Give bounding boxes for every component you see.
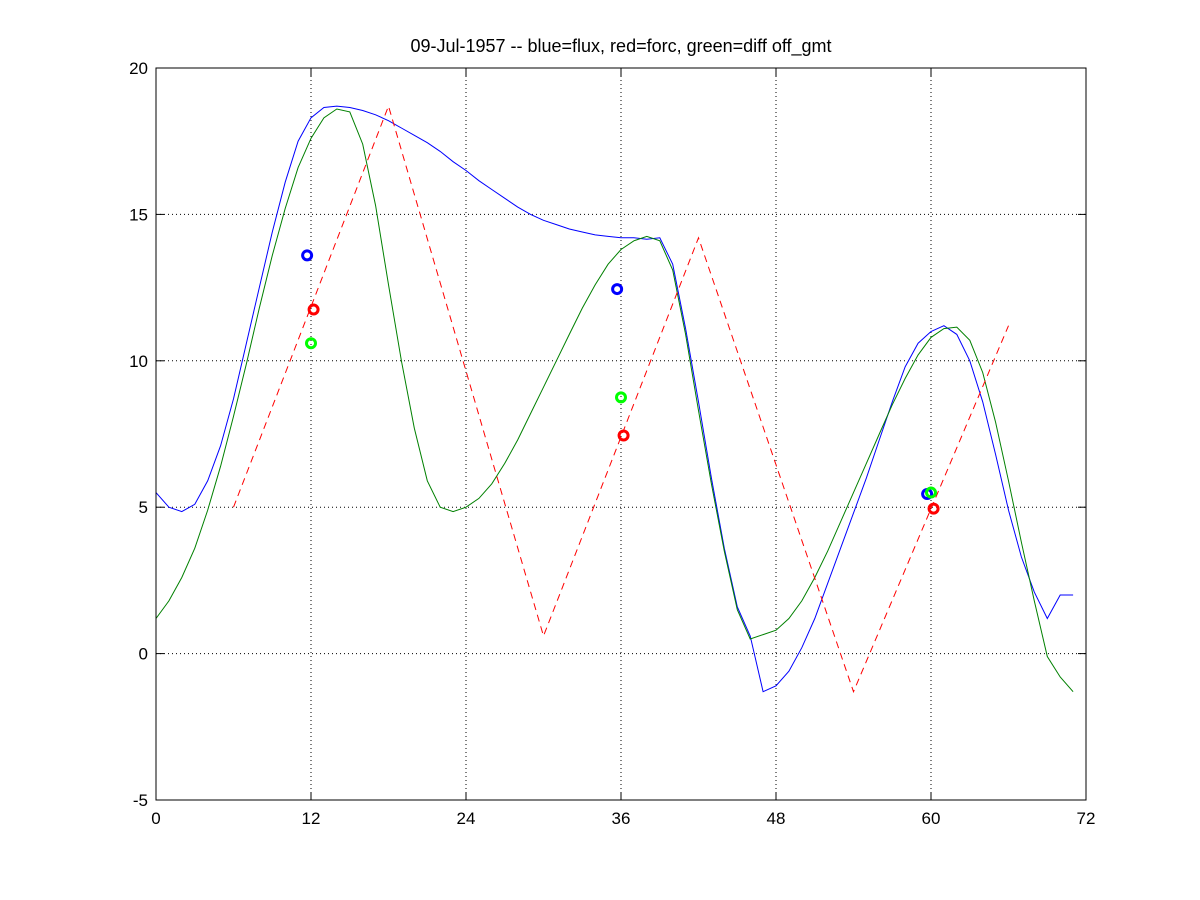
data-markers (301, 249, 940, 515)
x-tick-label: 12 (302, 809, 321, 828)
data-marker (307, 303, 320, 316)
data-marker (301, 249, 314, 262)
x-tick-label: 0 (151, 809, 160, 828)
axis-ticks (155, 67, 1087, 801)
x-tick-label: 36 (612, 809, 631, 828)
data-marker (925, 486, 937, 499)
y-tick-label: -5 (133, 791, 148, 810)
y-tick-label: 10 (129, 352, 148, 371)
series-line-0 (155, 105, 1074, 693)
chart-title: 09-Jul-1957 -- blue=flux, red=forc, gree… (410, 36, 831, 57)
series-lines (155, 104, 1074, 694)
data-marker (615, 391, 627, 404)
y-tick-label: 20 (129, 59, 148, 78)
y-tick-labels: -5 0 5 10 15 20 (129, 59, 148, 810)
data-marker (617, 429, 630, 442)
data-marker (611, 283, 624, 296)
series-line-1 (155, 108, 1074, 693)
data-marker (927, 502, 940, 515)
x-tick-label: 48 (767, 809, 786, 828)
x-tick-label: 72 (1077, 809, 1096, 828)
grid-lines (156, 68, 1086, 800)
y-tick-label: 0 (139, 645, 148, 664)
y-tick-label: 15 (129, 205, 148, 224)
data-marker (305, 337, 317, 350)
x-tick-labels: 0 12 24 36 48 60 72 (151, 809, 1095, 828)
x-tick-label: 60 (922, 809, 941, 828)
y-tick-label: 5 (139, 498, 148, 517)
x-tick-label: 24 (457, 809, 476, 828)
